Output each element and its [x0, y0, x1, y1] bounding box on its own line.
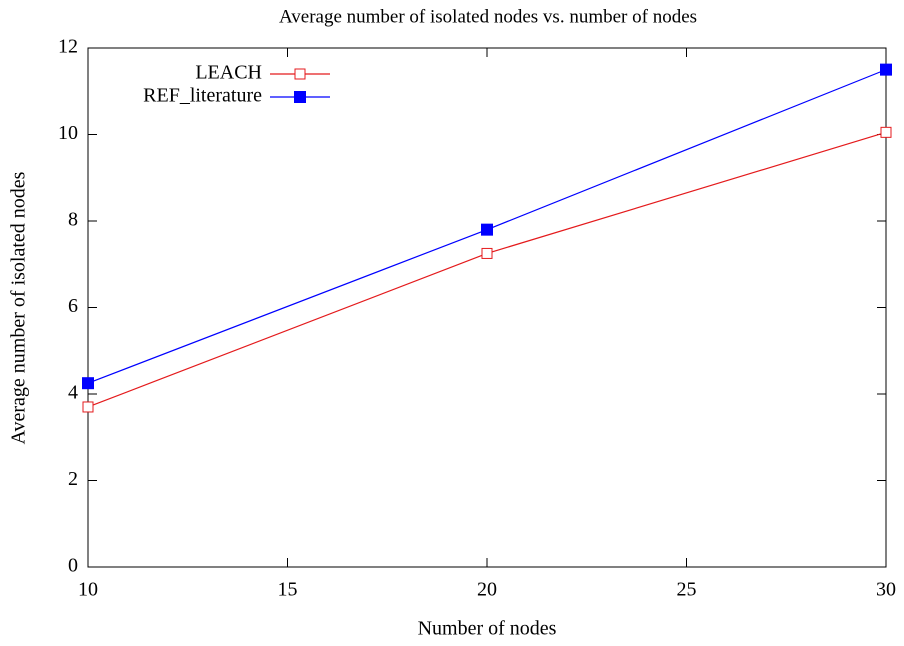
legend-label: LEACH [195, 62, 262, 84]
x-tick-label: 10 [78, 579, 98, 601]
x-tick-label: 20 [477, 579, 497, 601]
y-tick-label: 4 [68, 382, 78, 404]
x-axis-label: Number of nodes [418, 618, 557, 640]
y-tick-label: 12 [58, 36, 78, 58]
y-axis-label: Average number of isolated nodes [8, 171, 30, 444]
x-tick-label: 30 [876, 579, 896, 601]
y-tick-label: 6 [68, 295, 78, 317]
data-point [481, 223, 493, 236]
y-tick-label: 10 [58, 122, 78, 144]
chart-title: Average number of isolated nodes vs. num… [279, 6, 697, 27]
y-tick-label: 2 [68, 468, 78, 490]
data-point [481, 247, 493, 259]
y-tick-label: 0 [68, 555, 78, 577]
x-tick-label: 25 [677, 579, 697, 601]
data-point [82, 377, 94, 390]
legend-label: REF_literature [143, 85, 262, 107]
legend-marker [294, 91, 306, 103]
data-point [82, 401, 94, 413]
data-point [880, 63, 892, 76]
x-tick-label: 15 [278, 579, 298, 601]
legend-marker [294, 68, 306, 80]
series-line [87, 131, 887, 408]
y-tick-label: 8 [68, 209, 78, 231]
data-point [880, 126, 892, 138]
plot-frame [87, 47, 887, 568]
